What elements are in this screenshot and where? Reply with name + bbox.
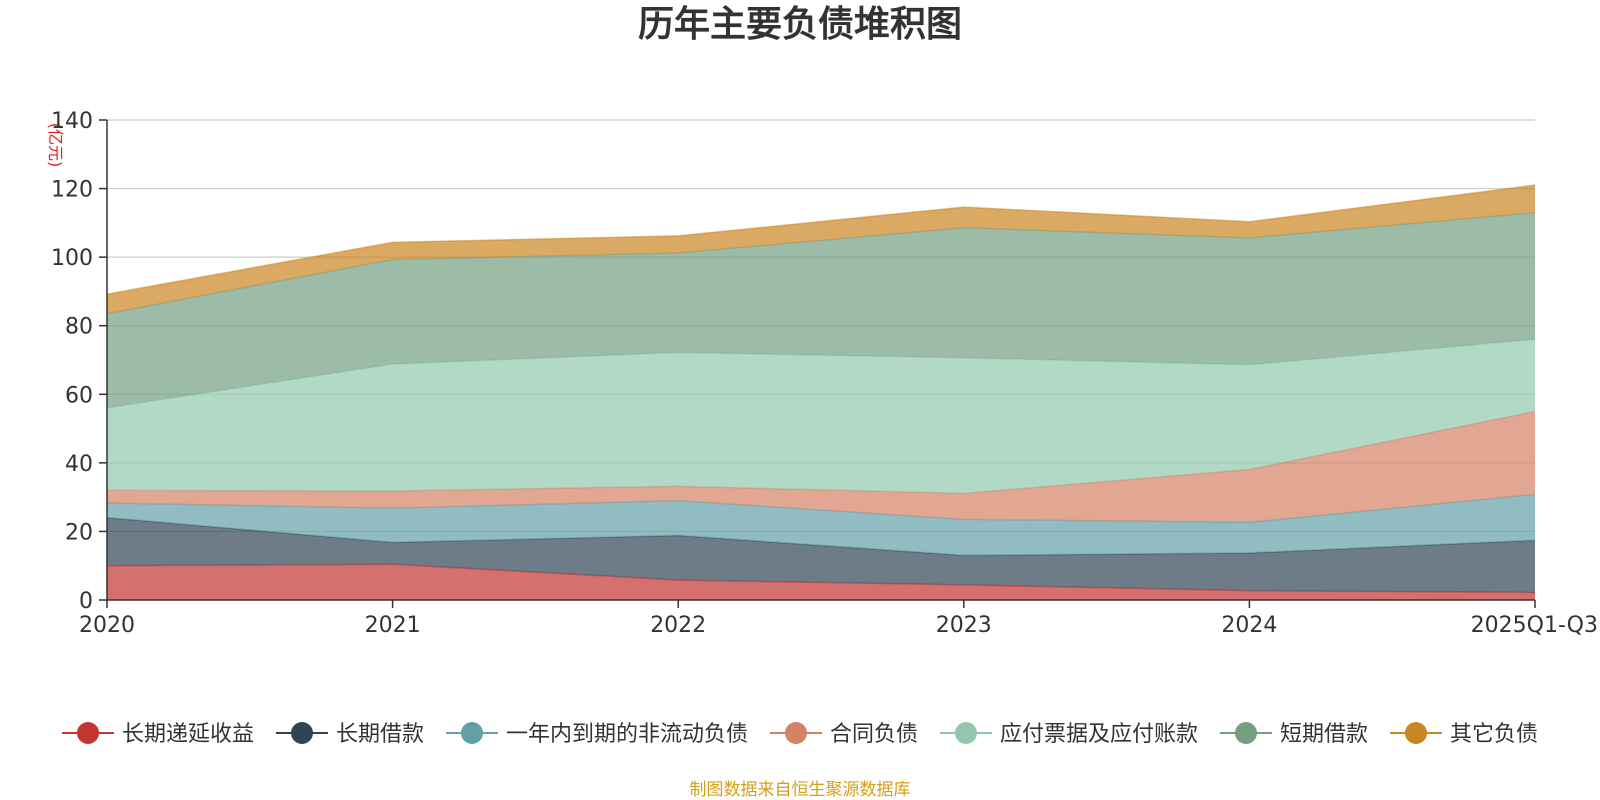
- legend-marker-icon: [291, 722, 313, 744]
- axes: 0 20 40 60 80 100 120 140 2020 2021 2022 2023 2024 20…: [51, 109, 1598, 638]
- legend-item-5[interactable]: 短期借款: [1220, 722, 1368, 747]
- legend: 长期递延收益 长期借款 一年内到期的非流动负债 合同负债 应付票据及应付账款 短期借款 其它…: [62, 722, 1538, 747]
- y-tick-label: 20: [65, 520, 93, 545]
- legend-label: 其它负债: [1450, 722, 1538, 747]
- legend-marker-icon: [955, 722, 977, 744]
- y-tick-label: 120: [51, 178, 93, 203]
- area-series-2: [107, 494, 1535, 556]
- y-axis-unit-label: (亿元): [46, 123, 65, 168]
- x-tick-label: 2024: [1221, 613, 1277, 638]
- legend-label: 长期递延收益: [122, 722, 254, 747]
- y-tick-label: 40: [65, 452, 93, 477]
- area-series-edge-6: [106, 184, 1536, 295]
- legend-marker-icon: [461, 722, 483, 744]
- y-tick-label: 0: [79, 589, 93, 614]
- area-series-group: [106, 184, 1536, 600]
- legend-label: 长期借款: [336, 722, 424, 747]
- area-series-3: [107, 411, 1535, 523]
- legend-item-4[interactable]: 应付票据及应付账款: [940, 722, 1198, 747]
- legend-marker-icon: [1405, 722, 1427, 744]
- area-series-0: [107, 564, 1535, 600]
- legend-item-2[interactable]: 一年内到期的非流动负债: [446, 722, 748, 747]
- x-tick-label: 2020: [79, 613, 135, 638]
- y-tick-label: 80: [65, 315, 93, 340]
- y-tick-label: 100: [51, 246, 93, 271]
- y-tick-label: 140: [51, 109, 93, 134]
- x-tick-label: 2022: [650, 613, 706, 638]
- x-tick-label: 2025Q1-Q3: [1471, 613, 1598, 638]
- x-tick-label: 2023: [936, 613, 992, 638]
- legend-label: 短期借款: [1280, 722, 1368, 747]
- area-series-6: [107, 185, 1535, 314]
- legend-label: 合同负债: [830, 722, 918, 747]
- data-source-note: 制图数据来自恒生聚源数据库: [690, 780, 911, 800]
- legend-marker-icon: [785, 722, 807, 744]
- legend-marker-icon: [1235, 722, 1257, 744]
- area-series-1: [107, 517, 1535, 593]
- area-series-4: [107, 339, 1535, 494]
- legend-item-3[interactable]: 合同负债: [770, 722, 918, 747]
- legend-item-6[interactable]: 其它负债: [1390, 722, 1538, 747]
- y-tick-label: 60: [65, 383, 93, 408]
- x-tick-label: 2021: [365, 613, 421, 638]
- legend-item-1[interactable]: 长期借款: [276, 722, 424, 747]
- legend-item-0[interactable]: 长期递延收益: [62, 722, 254, 747]
- chart-title: 历年主要负债堆积图: [638, 4, 962, 45]
- legend-label: 应付票据及应付账款: [1000, 722, 1198, 747]
- legend-marker-icon: [77, 722, 99, 744]
- area-series-5: [107, 212, 1535, 408]
- legend-label: 一年内到期的非流动负债: [506, 722, 748, 747]
